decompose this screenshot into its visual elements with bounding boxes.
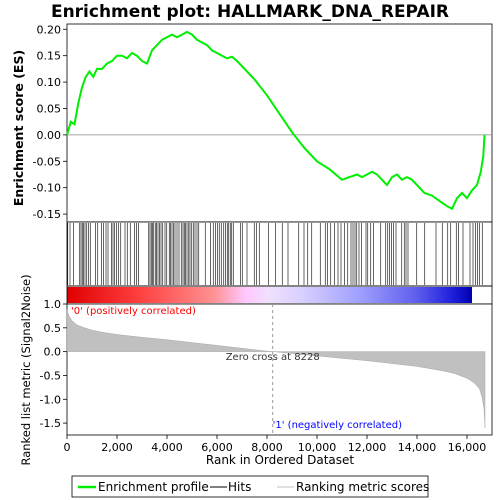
metric-y-tick-label: 1.0 <box>44 298 62 311</box>
es-y-tick-label: -0.05 <box>33 155 61 168</box>
legend-hits-label: Hits <box>228 480 251 494</box>
hit-markers <box>67 223 483 285</box>
metric-y-tick-label: 0.0 <box>44 346 62 359</box>
es-y-ticks: 0.20 0.15 0.10 0.05 0.00 -0.05 -0.10 -0.15 <box>33 23 67 221</box>
metric-panel: 1.0 0.5 0.0 -0.5 -1.0 -1.5 0 2,000 4,000 6,000 8,… <box>19 274 493 467</box>
metric-y-axis-label: Ranked list metric (Signal2Noise) <box>19 274 33 465</box>
hits-panel <box>66 221 493 287</box>
x-tick-label: 12,000 <box>348 441 387 454</box>
ranking-metric-area <box>66 309 486 428</box>
x-tick-label: 0 <box>64 441 71 454</box>
x-tick-label: 16,000 <box>448 441 487 454</box>
metric-y-tick-label: 0.5 <box>44 322 62 335</box>
x-tick-label: 10,000 <box>298 441 337 454</box>
positive-correlation-label: '0' (positively correlated) <box>71 306 196 317</box>
x-tick-label: 6,000 <box>201 441 233 454</box>
metric-y-tick-label: -1.5 <box>40 417 61 430</box>
x-tick-label: 2,000 <box>101 441 133 454</box>
x-tick-label: 8,000 <box>251 441 283 454</box>
negative-correlation-label: '1' (negatively correlated) <box>273 420 402 431</box>
metric-y-tick-label: -0.5 <box>40 369 61 382</box>
legend-box <box>71 475 429 498</box>
es-panel: 0.20 0.15 0.10 0.05 0.00 -0.05 -0.10 -0.15 Enri… <box>11 23 493 223</box>
x-tick-label: 14,000 <box>398 441 437 454</box>
es-y-tick-label: 0.20 <box>37 23 62 36</box>
legend-metric-label: Ranking metric scores <box>296 480 429 494</box>
enrichment-profile-line <box>66 30 486 211</box>
x-axis-label: Rank in Ordered Dataset <box>206 453 354 467</box>
metric-panel-frame <box>66 303 493 436</box>
chart-title: Enrichment plot: HALLMARK_DNA_REPAIR <box>51 2 449 22</box>
es-y-tick-label: 0.00 <box>37 129 62 142</box>
x-ticks: 0 2,000 4,000 6,000 8,000 10,000 12,000 14,000 1… <box>64 435 487 454</box>
hits-panel-frame <box>66 221 493 287</box>
metric-y-ticks: 1.0 0.5 0.0 -0.5 -1.0 -1.5 <box>40 298 67 430</box>
x-tick-label: 4,000 <box>151 441 183 454</box>
metric-y-tick-label: -1.0 <box>40 393 61 406</box>
es-y-tick-label: -0.10 <box>33 182 61 195</box>
es-y-tick-label: 0.05 <box>37 102 62 115</box>
es-y-axis-label: Enrichment score (ES) <box>11 50 26 206</box>
es-y-tick-label: 0.10 <box>37 76 62 89</box>
es-y-tick-label: -0.15 <box>33 208 61 221</box>
zero-cross-label: Zero cross at 8228 <box>226 352 320 363</box>
legend-enrichment-label: Enrichment profile <box>98 480 209 494</box>
legend: Enrichment profile Hits Ranking metric s… <box>71 475 429 498</box>
es-y-tick-label: 0.15 <box>37 50 62 63</box>
color-bar-gradient <box>67 287 472 303</box>
ranking-color-bar <box>66 285 493 305</box>
